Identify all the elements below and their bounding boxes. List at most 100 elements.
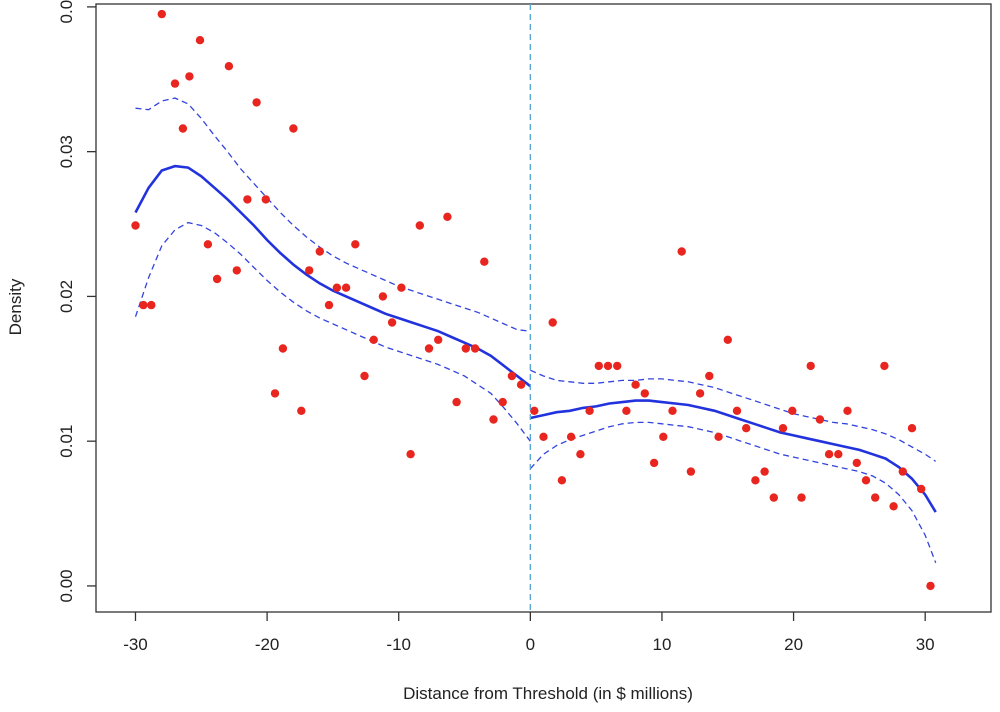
x-tick-label: 10 (652, 635, 671, 654)
data-point (212, 274, 222, 284)
x-tick-label: -30 (123, 635, 148, 654)
data-point (324, 300, 334, 310)
x-axis: -30 -20 -10 0 10 20 30 (123, 612, 935, 654)
data-point (585, 406, 594, 415)
data-point (714, 432, 723, 441)
x-axis-title: Distance from Threshold (in $ millions) (403, 684, 693, 703)
data-point (443, 212, 452, 221)
data-point (677, 247, 686, 256)
data-point (157, 9, 166, 19)
data-point (498, 397, 507, 407)
data-point (695, 389, 705, 398)
data-point (351, 240, 360, 249)
data-point (415, 221, 424, 230)
plot-frame (95, 3, 992, 613)
data-point (880, 361, 889, 371)
y-tick-label: 0.01 (57, 425, 76, 458)
data-point (252, 98, 261, 107)
data-point (131, 221, 140, 230)
data-point (613, 361, 622, 371)
data-point (397, 283, 406, 292)
y-axis: 0.00 0.01 0.02 0.03 0.04 (57, 0, 96, 602)
data-point (834, 450, 843, 459)
data-point (424, 344, 434, 353)
data-point (360, 371, 369, 381)
fit-line-left (134, 164, 532, 388)
data-point (195, 36, 205, 45)
data-point (742, 424, 751, 433)
data-point (480, 257, 489, 266)
data-point (751, 476, 760, 485)
x-tick-label: 30 (916, 635, 935, 654)
data-point (261, 195, 270, 204)
band-left-lower (134, 221, 531, 442)
data-point (723, 335, 732, 344)
data-point (243, 195, 252, 204)
data-point (622, 406, 631, 415)
data-point (378, 292, 388, 301)
data-point (185, 72, 194, 81)
data-point (778, 424, 788, 433)
band-right-lower (529, 421, 937, 564)
data-point (659, 432, 668, 441)
band-left-upper (135, 97, 531, 332)
y-tick-label: 0.04 (57, 0, 76, 23)
data-point (461, 344, 470, 353)
data-point (861, 476, 871, 485)
confidence-bands (134, 97, 937, 564)
data-point (852, 458, 861, 468)
data-point (686, 467, 696, 476)
data-point (788, 406, 797, 415)
data-point (305, 266, 314, 275)
data-point (769, 493, 778, 502)
data-point (369, 335, 378, 344)
data-point (232, 266, 241, 275)
data-point (926, 581, 935, 591)
data-point (489, 415, 498, 424)
data-point (806, 361, 815, 371)
data-point (649, 458, 659, 468)
plot-box (95, 3, 992, 613)
data-point (640, 389, 649, 398)
data-point (470, 344, 480, 353)
data-point (631, 380, 640, 389)
data-point (705, 371, 714, 381)
fit-lines (134, 164, 937, 513)
data-point (139, 300, 148, 310)
data-point (341, 283, 351, 292)
data-point (917, 484, 926, 494)
y-axis-title: Density (6, 278, 25, 335)
data-point (548, 318, 557, 327)
data-point (516, 380, 526, 389)
data-point (170, 79, 180, 88)
y-tick-label: 0.03 (57, 135, 76, 168)
data-point (668, 406, 677, 415)
data-point (566, 432, 576, 441)
y-tick-label: 0.02 (57, 280, 76, 313)
data-point (434, 335, 443, 344)
data-point (203, 240, 213, 249)
x-tick-label: 0 (526, 635, 535, 654)
data-point (557, 476, 567, 485)
data-point (297, 406, 306, 415)
data-point (278, 344, 288, 353)
data-point (178, 124, 188, 133)
data-point (452, 397, 461, 407)
data-point (843, 406, 852, 415)
x-tick-label: -10 (386, 635, 411, 654)
data-point (406, 450, 415, 459)
fit-line-right (530, 399, 937, 513)
data-point (797, 493, 806, 502)
data-point (507, 371, 517, 381)
data-point (815, 415, 825, 424)
data-point (539, 432, 548, 441)
data-point (760, 467, 769, 476)
data-point (147, 300, 156, 310)
x-tick-label: -20 (255, 635, 280, 654)
data-point (387, 318, 397, 327)
data-point (594, 361, 603, 371)
data-point (824, 450, 834, 459)
y-tick-label: 0.00 (57, 569, 76, 602)
data-point (270, 389, 280, 398)
